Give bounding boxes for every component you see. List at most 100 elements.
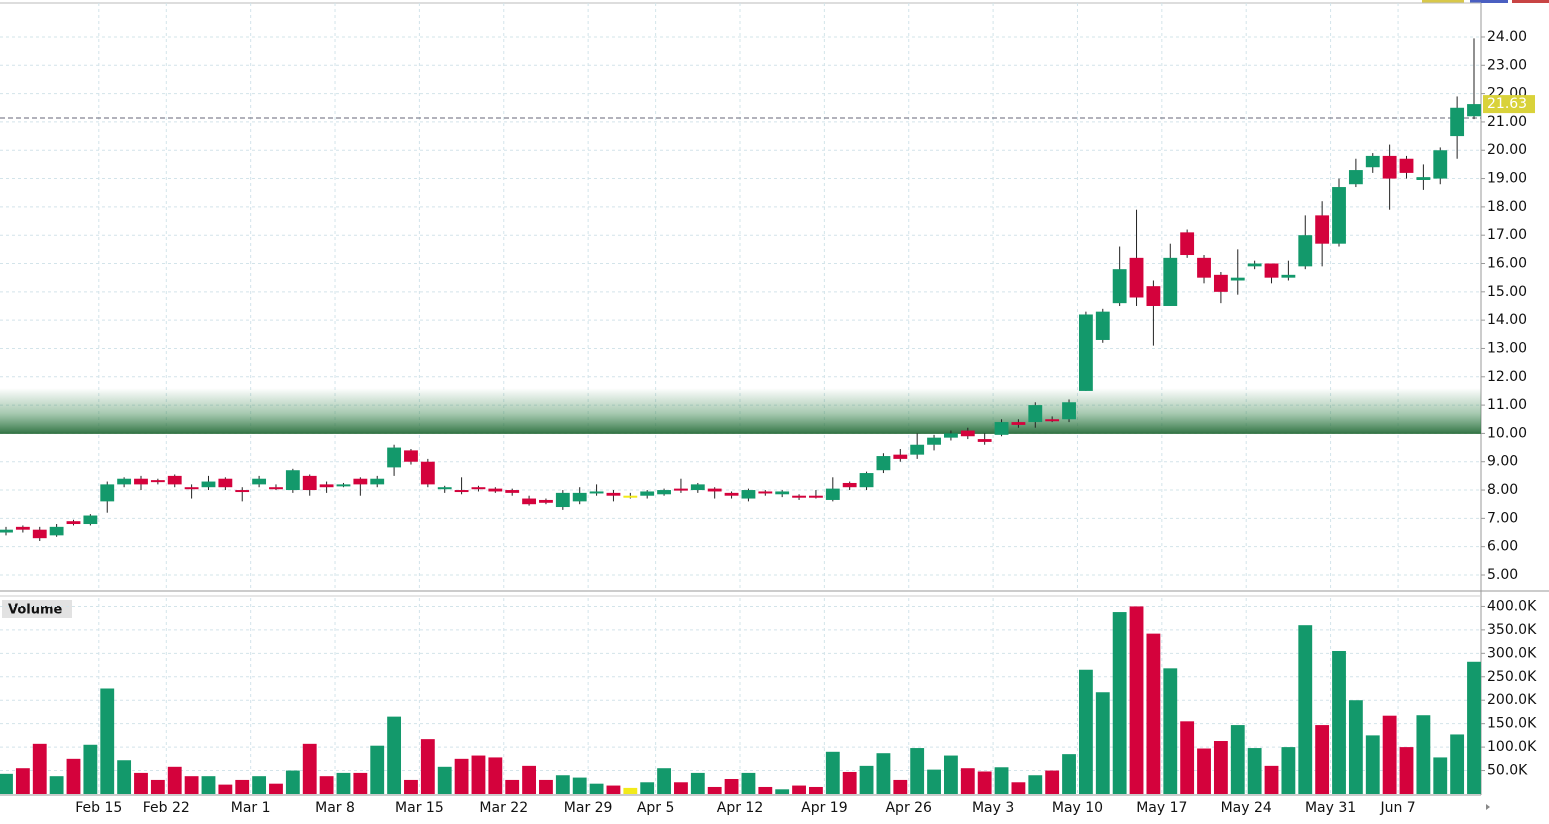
candle-body [437, 487, 452, 490]
candle-body [218, 478, 233, 488]
candle-body [1399, 158, 1414, 173]
volume-bar [1382, 715, 1397, 794]
x-tick-label: Apr 12 [717, 800, 763, 816]
volume-bar [944, 755, 958, 794]
candle-body [420, 461, 435, 485]
volume-bar [775, 789, 790, 794]
candle-body [370, 478, 385, 485]
y-tick-label: 100.0K [1487, 739, 1537, 755]
volume-bar [539, 779, 553, 794]
candle-body [134, 478, 148, 485]
volume-bar [117, 760, 132, 794]
volume-bar [319, 776, 334, 794]
volume-bar [1365, 735, 1380, 794]
volume-bar [1146, 633, 1161, 794]
candle-body [674, 488, 688, 491]
last-price-label: 21.63 [1487, 96, 1527, 112]
candle-body [775, 491, 790, 495]
candle-body [825, 488, 840, 500]
x-tick-label: Mar 8 [315, 800, 355, 816]
candle-body [589, 491, 604, 494]
volume-bar [1129, 606, 1144, 794]
volume-bar [809, 786, 823, 794]
volume-bar [1078, 669, 1093, 794]
volume-bar [606, 785, 621, 794]
y-tick-label: 300.0K [1487, 645, 1537, 661]
volume-bar [184, 776, 199, 794]
candle-body [49, 526, 64, 536]
candle-body [944, 433, 958, 438]
volume-bar [1163, 668, 1178, 794]
candle-body [1467, 104, 1481, 117]
candle-body [15, 526, 30, 530]
candle-body [1011, 422, 1026, 425]
candle-body [1247, 263, 1262, 267]
y-tick-label: 150.0K [1487, 716, 1537, 732]
volume-bar [876, 753, 891, 794]
volume-bar [741, 772, 756, 794]
candle-body [1146, 286, 1161, 306]
y-tick-label: 17.00 [1487, 227, 1527, 243]
candle-body [235, 490, 250, 493]
y-tick-label: 15.00 [1487, 284, 1527, 300]
y-tick-label: 200.0K [1487, 692, 1537, 708]
volume-bar [387, 716, 402, 794]
volume-bar [1264, 765, 1279, 794]
volume-bar [1298, 625, 1313, 794]
candle-body [1062, 402, 1076, 420]
y-tick-label: 13.00 [1487, 340, 1527, 356]
volume-bar [977, 771, 992, 794]
volume-bar [1315, 725, 1330, 794]
y-tick-label: 18.00 [1487, 199, 1527, 215]
volume-bar [792, 785, 806, 794]
y-tick-label: 9.00 [1487, 454, 1518, 470]
candle-body [994, 422, 1009, 435]
volume-bar [420, 739, 435, 794]
y-tick-label: 350.0K [1487, 622, 1537, 638]
volume-bar [960, 768, 975, 794]
candle-body [809, 495, 823, 498]
volume-bar [1213, 741, 1228, 794]
volume-bar [1028, 775, 1043, 794]
candle-body [876, 456, 891, 471]
volume-badge [2, 600, 72, 618]
y-tick-label: 20.00 [1487, 142, 1527, 158]
candle-body [1315, 215, 1330, 244]
candle-body [1416, 177, 1431, 180]
candle-body [724, 492, 739, 496]
y-tick-label: 11.00 [1487, 397, 1527, 413]
volume-bar [842, 771, 857, 794]
candle-body [1045, 419, 1060, 422]
volume-bar [1247, 748, 1262, 794]
candle-body [1163, 257, 1178, 306]
volume-bar [555, 775, 570, 794]
x-tick-label: Jun 7 [1379, 800, 1415, 816]
candle-body [150, 480, 165, 483]
candle-body [1298, 235, 1313, 267]
candle-body [454, 490, 469, 493]
candle-body [1281, 274, 1296, 278]
y-tick-label: 50.0K [1487, 763, 1528, 779]
last-price-badge [1483, 95, 1535, 114]
volume-bar [285, 770, 300, 794]
volume-bar [1433, 757, 1448, 794]
candle-body [859, 473, 874, 488]
x-tick-label: Mar 22 [479, 800, 528, 816]
tab [1470, 0, 1508, 3]
volume-bar [0, 773, 13, 794]
volume-bar [269, 783, 283, 794]
volume-bar [437, 766, 452, 794]
volume-bar [690, 772, 705, 794]
candle-body [792, 495, 806, 498]
y-tick-label: 6.00 [1487, 539, 1518, 555]
candle-body [623, 495, 638, 498]
x-tick-label: Apr 26 [885, 800, 932, 816]
volume-bar [218, 784, 233, 794]
volume-bar [1112, 612, 1127, 794]
volume-bar [454, 758, 469, 794]
volume-bar [1416, 715, 1431, 794]
candle-body [488, 488, 503, 492]
x-tick-label: May 10 [1052, 800, 1103, 816]
y-tick-label: 10.00 [1487, 425, 1527, 441]
